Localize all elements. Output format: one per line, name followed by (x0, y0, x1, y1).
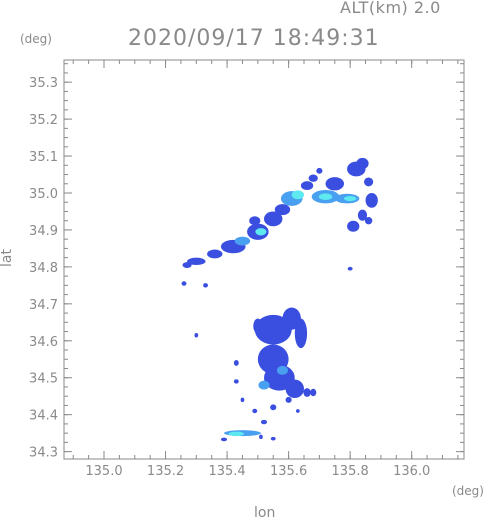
x-tick-label: 135.2 (147, 464, 184, 479)
echo-cell-strong (291, 190, 304, 200)
echo-cell-weak (364, 217, 373, 225)
echo-cell-weak (194, 333, 199, 338)
echo-cell-weak (270, 404, 277, 411)
echo-cell-weak (252, 408, 258, 414)
echo-cell-weak (233, 359, 239, 366)
echo-cell-weak (294, 318, 308, 349)
echo-cell-weak (249, 216, 261, 226)
echo-cell-weak (308, 174, 318, 182)
echo-cell-weak (240, 397, 245, 403)
echo-cell-weak (300, 181, 314, 191)
y-tick-label: 34.8 (29, 261, 58, 276)
y-tick-label: 34.7 (29, 298, 58, 313)
y-tick-label: 34.4 (29, 409, 58, 424)
echo-cell-weak (260, 419, 268, 425)
echo-cell-moderate (276, 365, 289, 375)
y-tick-label: 34.9 (29, 224, 58, 239)
x-tick-label: 136.0 (393, 464, 430, 479)
echo-cell-weak (303, 388, 311, 397)
echo-cell-weak (285, 396, 292, 403)
y-tick-label: 35.2 (29, 113, 58, 128)
x-axis-unit: (deg) (452, 484, 484, 498)
y-tick-label: 34.6 (29, 335, 58, 350)
echo-cell-weak (347, 220, 360, 232)
echo-cell-weak (357, 209, 368, 221)
y-tick-label: 35.3 (29, 76, 58, 91)
timestamp-title: 2020/09/17 18:49:31 (128, 26, 380, 51)
echo-cell-weak (270, 436, 276, 441)
echo-cell-weak (181, 281, 187, 286)
echo-cell-moderate (234, 236, 251, 246)
echo-cells-layer (181, 157, 378, 442)
echo-cell-strong (228, 431, 244, 437)
echo-cell-weak (325, 177, 344, 191)
x-tick-label: 135.8 (332, 464, 369, 479)
echo-cell-weak (259, 434, 263, 440)
x-tick-label: 135.0 (85, 464, 122, 479)
echo-cell-moderate (258, 380, 270, 390)
echo-cell-weak (203, 283, 209, 288)
y-tick-label: 35.0 (29, 187, 58, 202)
echo-cell-weak (274, 204, 291, 216)
echo-cell-weak (316, 167, 323, 174)
y-axis-unit: (deg) (20, 32, 52, 46)
echo-cell-weak (233, 379, 239, 384)
echo-cell-weak (296, 409, 300, 413)
echo-cell-weak (365, 193, 378, 208)
y-tick-label: 35.1 (29, 150, 58, 165)
x-tick-label: 135.4 (208, 464, 245, 479)
axis-ticks-layer: 135.0 135.2 135.4 135.6 135.8 136.0 34.3 34.4 34… (29, 60, 464, 479)
echo-cell-weak (207, 249, 223, 259)
echo-cell-weak (264, 211, 283, 227)
echo-cell-weak (220, 437, 228, 442)
echo-cell-weak (253, 318, 263, 334)
echo-cell-weak (310, 388, 317, 397)
echo-cell-weak (182, 262, 192, 268)
y-tick-label: 34.5 (29, 372, 58, 387)
echo-cell-strong (255, 228, 267, 236)
plot-frame (63, 59, 465, 460)
echo-cell-strong (344, 195, 357, 202)
y-tick-label: 34.3 (29, 446, 58, 461)
echo-cell-weak (347, 266, 353, 271)
echo-cell-strong (318, 193, 333, 201)
altitude-label: ALT(km) 2.0 (340, 0, 441, 17)
echo-cell-weak (285, 379, 304, 399)
echo-cell-weak (356, 157, 369, 169)
echo-cell-weak (187, 257, 206, 266)
echo-cell-weak (364, 177, 374, 187)
x-axis-label: lon (254, 505, 276, 521)
echo-cell-weak (254, 314, 292, 345)
x-tick-label: 135.6 (270, 464, 307, 479)
